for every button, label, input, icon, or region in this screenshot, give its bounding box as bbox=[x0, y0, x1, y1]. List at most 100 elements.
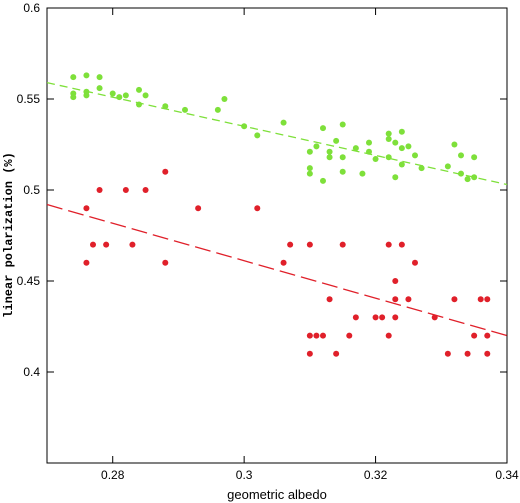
plot-frame bbox=[46, 7, 508, 464]
data-point bbox=[352, 145, 359, 152]
fit-line bbox=[46, 81, 508, 186]
fit-lines bbox=[46, 81, 508, 337]
data-point bbox=[372, 156, 379, 163]
data-point bbox=[320, 125, 326, 132]
data-points bbox=[70, 72, 491, 357]
data-point bbox=[83, 259, 90, 266]
data-point bbox=[477, 296, 484, 303]
data-point bbox=[142, 92, 149, 99]
x-axis-ticks: 0.28 0.3 0.32 0.34 bbox=[101, 8, 519, 482]
data-point bbox=[96, 187, 103, 193]
data-point bbox=[142, 187, 149, 193]
data-point bbox=[306, 241, 313, 248]
data-point bbox=[116, 94, 123, 101]
data-point bbox=[339, 121, 346, 128]
data-point bbox=[431, 314, 438, 321]
data-point bbox=[313, 332, 320, 339]
data-point bbox=[162, 103, 169, 110]
data-point bbox=[392, 314, 399, 321]
data-point bbox=[326, 148, 333, 155]
data-point bbox=[385, 154, 392, 161]
data-point bbox=[221, 96, 228, 102]
data-point bbox=[412, 259, 418, 266]
data-point bbox=[458, 152, 464, 159]
data-point bbox=[254, 132, 261, 139]
x-tick-label: 0.32 bbox=[364, 468, 388, 482]
data-point bbox=[182, 106, 188, 113]
data-point bbox=[339, 241, 346, 248]
y-tick-label: 0.5 bbox=[23, 183, 40, 197]
data-point bbox=[306, 332, 313, 339]
data-point bbox=[241, 123, 248, 130]
data-point bbox=[339, 168, 346, 175]
data-point bbox=[444, 350, 451, 357]
data-point bbox=[451, 296, 458, 303]
x-axis-title: geometric albedo bbox=[227, 487, 327, 502]
data-point bbox=[392, 174, 399, 181]
data-point bbox=[464, 176, 471, 183]
data-point bbox=[366, 139, 372, 146]
data-point bbox=[70, 74, 77, 81]
data-point bbox=[339, 154, 346, 161]
data-point bbox=[471, 154, 478, 161]
data-point bbox=[254, 205, 261, 212]
data-point bbox=[136, 101, 142, 108]
data-point bbox=[398, 161, 405, 168]
data-point bbox=[405, 296, 412, 303]
data-point bbox=[70, 94, 77, 101]
data-point bbox=[352, 314, 359, 321]
data-point bbox=[398, 145, 405, 152]
data-point bbox=[412, 152, 418, 159]
data-point bbox=[392, 139, 399, 146]
data-point bbox=[306, 148, 313, 155]
data-point bbox=[162, 168, 169, 175]
data-point bbox=[306, 350, 313, 357]
data-point bbox=[418, 165, 425, 172]
y-axis-title: linear polarization (%) bbox=[2, 152, 16, 318]
data-point bbox=[122, 187, 129, 193]
data-point bbox=[306, 165, 313, 172]
x-tick-label: 0.28 bbox=[101, 468, 125, 482]
data-point bbox=[136, 86, 142, 93]
data-point bbox=[385, 130, 392, 137]
data-point bbox=[195, 205, 202, 212]
y-tick-label: 0.45 bbox=[17, 274, 41, 288]
data-point bbox=[359, 170, 366, 177]
data-point bbox=[333, 137, 340, 144]
data-point bbox=[96, 85, 103, 92]
data-point bbox=[122, 92, 129, 99]
data-point bbox=[83, 92, 90, 99]
data-point bbox=[287, 241, 294, 248]
data-point bbox=[109, 90, 116, 97]
data-point bbox=[83, 205, 90, 212]
data-point bbox=[379, 314, 386, 321]
x-tick-label: 0.3 bbox=[236, 468, 253, 482]
y-axis-ticks: 0.4 0.45 0.5 0.55 0.6 bbox=[17, 1, 507, 379]
data-point bbox=[385, 332, 392, 339]
data-point bbox=[326, 154, 333, 161]
data-point bbox=[464, 350, 471, 357]
data-point bbox=[451, 141, 458, 148]
data-point bbox=[96, 74, 103, 81]
data-point bbox=[458, 170, 464, 177]
data-point bbox=[385, 241, 392, 248]
x-tick-label: 0.34 bbox=[495, 468, 519, 482]
data-point bbox=[306, 170, 313, 177]
data-point bbox=[471, 174, 478, 181]
data-point bbox=[162, 259, 169, 266]
data-point bbox=[471, 332, 478, 339]
data-point bbox=[90, 241, 96, 248]
data-point bbox=[484, 296, 491, 303]
data-point bbox=[484, 350, 491, 357]
data-point bbox=[398, 241, 405, 248]
y-tick-label: 0.6 bbox=[23, 1, 40, 15]
fit-line bbox=[46, 203, 508, 337]
data-point bbox=[313, 143, 320, 150]
data-point bbox=[366, 148, 372, 155]
data-point bbox=[103, 241, 110, 248]
data-point bbox=[385, 136, 392, 143]
data-point bbox=[333, 350, 340, 357]
data-point bbox=[346, 332, 353, 339]
data-point bbox=[398, 128, 405, 135]
